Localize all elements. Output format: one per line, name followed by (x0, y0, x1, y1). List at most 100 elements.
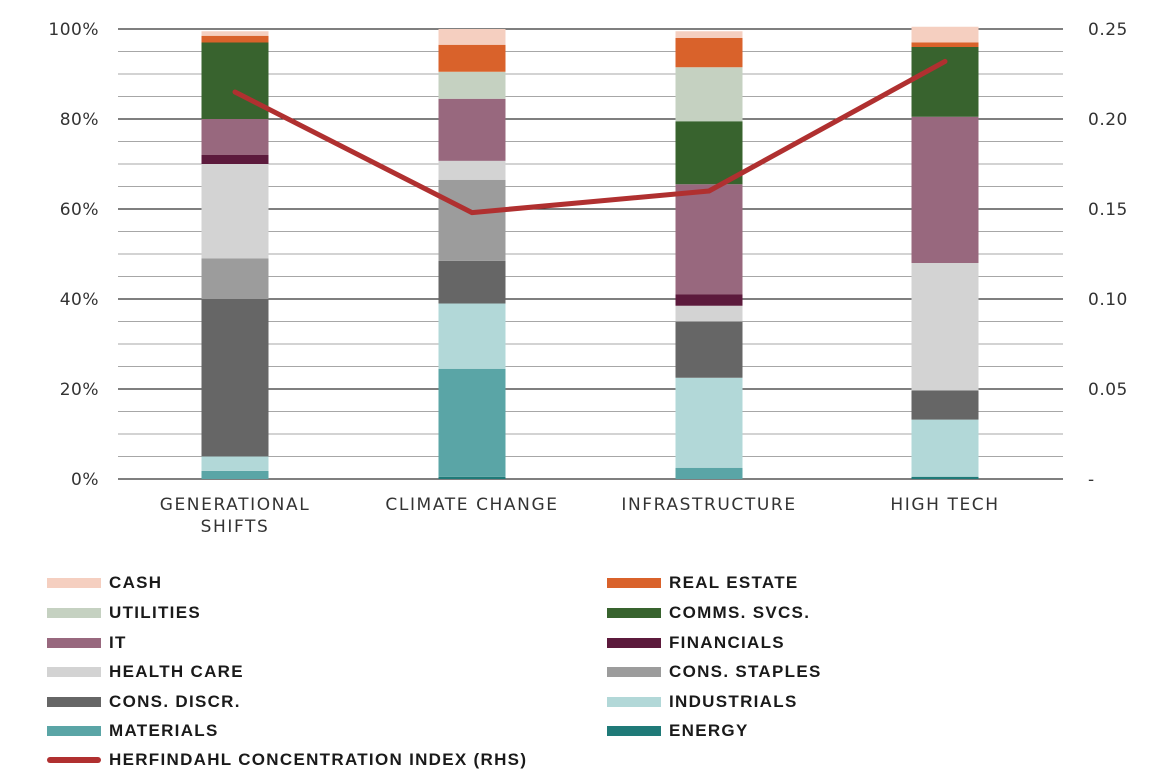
bar-segment (675, 294, 743, 306)
bar-segment (201, 258, 269, 299)
legend-label-comms: COMMS. SVCS. (669, 603, 811, 622)
bar-segment (675, 305, 743, 322)
bar-segment (911, 263, 979, 391)
bar-segment (675, 67, 743, 122)
legend-swatch-financials (607, 638, 661, 648)
bar-segment (911, 26, 979, 43)
legend-label-financials: FINANCIALS (669, 633, 785, 652)
legend-item-cons-staples: CONS. STAPLES (607, 661, 822, 683)
bar-segment (911, 116, 979, 263)
bar-segment (675, 467, 743, 479)
gridlines (118, 28, 1063, 480)
legend-label-utilities: UTILITIES (109, 603, 201, 622)
bar-segment (911, 476, 979, 479)
bar-segment (201, 35, 269, 43)
y-left-tick-label: 60% (60, 200, 99, 220)
stacked-bar-chart: 0% 20% 40% 60% 80% 100% - 0.05 0.10 0.15 0.20 0.25… (48, 20, 1128, 537)
legend-swatch-health-care (47, 667, 101, 677)
y-left-tick-label: 80% (60, 110, 99, 130)
legend-label-it: IT (109, 633, 127, 652)
y-left-tick-label: 40% (60, 290, 99, 310)
legend-label-cons-discr: CONS. DISCR. (109, 692, 241, 711)
bars (201, 26, 979, 479)
legend-item-comms: COMMS. SVCS. (607, 602, 810, 624)
y-right-tick-label: 0.20 (1088, 110, 1128, 130)
right-axis-ticks: - 0.05 0.10 0.15 0.20 0.25 (1088, 20, 1128, 490)
legend-swatch-comms (607, 608, 661, 618)
legend-label-herfindahl: HERFINDAHL CONCENTRATION INDEX (RHS) (109, 750, 528, 769)
herfindahl-line-layer (232, 58, 948, 216)
bar-segment (438, 303, 506, 369)
legend-item-real-estate: REAL ESTATE (607, 572, 799, 594)
category-label: INFRASTRUCTURE (621, 495, 796, 515)
y-right-tick-label: - (1088, 470, 1095, 490)
bar-segment (201, 42, 269, 119)
bar-segment (438, 71, 506, 99)
y-right-tick-label: 0.10 (1088, 290, 1128, 310)
legend-item-herfindahl: HERFINDAHL CONCENTRATION INDEX (RHS) (47, 749, 527, 771)
bar-segment (911, 42, 979, 47)
y-left-tick-label: 20% (60, 380, 99, 400)
bar-segment (675, 184, 743, 295)
legend-item-energy: ENERGY (607, 720, 749, 742)
legend-label-energy: ENERGY (669, 721, 749, 740)
legend-swatch-real-estate (607, 578, 661, 588)
legend-swatch-cash (47, 578, 101, 588)
category-label: GENERATIONAL (160, 495, 311, 515)
bar-segment (201, 470, 269, 479)
category-label: CLIMATE CHANGE (385, 495, 558, 515)
bar-segment (675, 38, 743, 68)
bar-segment (438, 98, 506, 161)
legend-swatch-energy (607, 726, 661, 736)
bar-segment (438, 44, 506, 72)
bar-segment (201, 119, 269, 155)
y-right-tick-label: 0.05 (1088, 380, 1128, 400)
legend-item-industrials: INDUSTRIALS (607, 691, 798, 713)
legend-label-materials: MATERIALS (109, 721, 219, 740)
bar-segment (675, 31, 743, 38)
legend-swatch-materials (47, 726, 101, 736)
legend-label-health-care: HEALTH CARE (109, 662, 244, 681)
y-left-tick-label: 0% (71, 470, 99, 490)
legend-item-utilities: UTILITIES (47, 602, 201, 624)
legend-swatch-cons-staples (607, 667, 661, 677)
bar-segment (438, 368, 506, 477)
bar-segment (438, 179, 506, 261)
legend-swatch-cons-discr (47, 697, 101, 707)
bar-segment (438, 476, 506, 479)
legend-item-financials: FINANCIALS (607, 632, 785, 654)
bar-segment (911, 47, 979, 117)
category-label: HIGH TECH (890, 495, 999, 515)
legend-label-cash: CASH (109, 573, 163, 592)
legend-swatch-utilities (47, 608, 101, 618)
category-label: SHIFTS (201, 517, 270, 537)
left-axis-ticks: 0% 20% 40% 60% 80% 100% (48, 20, 99, 490)
bar-segment (438, 260, 506, 304)
bar-segment (438, 160, 506, 180)
bar-segment (201, 299, 269, 457)
legend-label-industrials: INDUSTRIALS (669, 692, 798, 711)
y-right-tick-label: 0.15 (1088, 200, 1128, 220)
bar-segment (201, 456, 269, 471)
bar-segment (675, 377, 743, 468)
bar-segment (911, 419, 979, 477)
y-left-tick-label: 100% (48, 20, 99, 40)
y-right-tick-label: 0.25 (1088, 20, 1128, 40)
bar-segment (201, 155, 269, 164)
bar-segment (201, 31, 269, 36)
bar-segment (438, 29, 506, 45)
legend-item-it: IT (47, 632, 127, 654)
herfindahl-line (232, 58, 948, 216)
legend-swatch-herfindahl (47, 757, 101, 763)
legend-item-materials: MATERIALS (47, 720, 219, 742)
legend-swatch-industrials (607, 697, 661, 707)
legend-item-cash: CASH (47, 572, 162, 594)
legend-label-real-estate: REAL ESTATE (669, 573, 799, 592)
bar-segment (675, 121, 743, 185)
legend-item-cons-discr: CONS. DISCR. (47, 691, 241, 713)
bar-segment (675, 321, 743, 378)
bar-segment (911, 390, 979, 420)
legend-swatch-it (47, 638, 101, 648)
legend-label-cons-staples: CONS. STAPLES (669, 662, 822, 681)
